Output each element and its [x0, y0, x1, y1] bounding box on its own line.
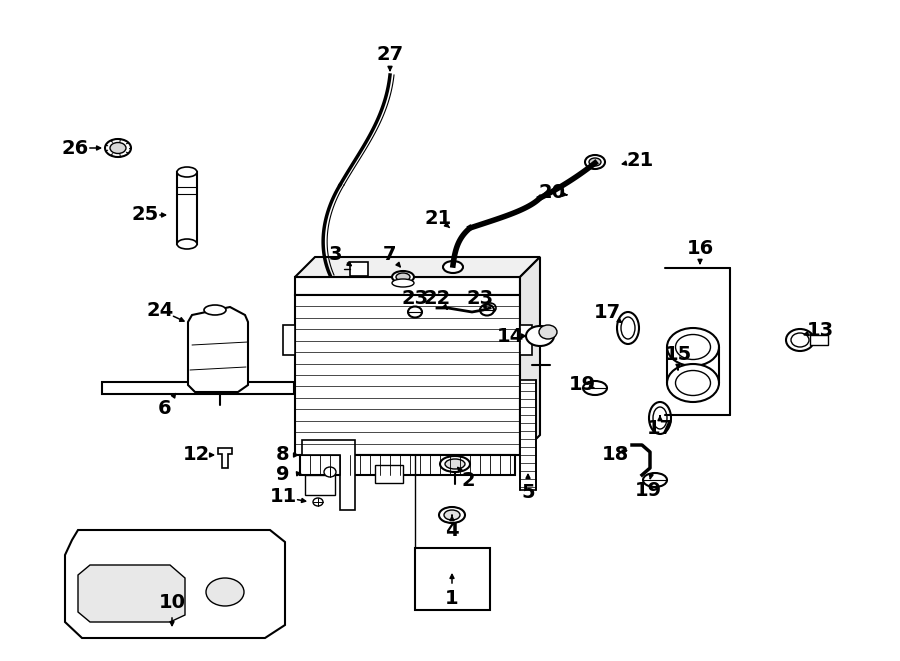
Text: 5: 5: [521, 483, 535, 502]
Text: 22: 22: [423, 288, 451, 307]
Text: 14: 14: [497, 327, 524, 346]
Text: 12: 12: [183, 446, 210, 465]
Text: 17: 17: [646, 418, 673, 438]
Polygon shape: [65, 530, 285, 638]
Ellipse shape: [443, 261, 463, 273]
Ellipse shape: [313, 498, 323, 506]
Ellipse shape: [653, 407, 667, 429]
Polygon shape: [295, 257, 540, 277]
Ellipse shape: [110, 143, 126, 153]
Bar: [415, 548, 490, 610]
Ellipse shape: [440, 456, 470, 472]
Polygon shape: [302, 440, 355, 510]
Text: 15: 15: [664, 346, 691, 364]
Ellipse shape: [177, 239, 197, 249]
Bar: [300, 455, 515, 475]
Ellipse shape: [439, 507, 465, 523]
Text: 24: 24: [147, 301, 174, 319]
Ellipse shape: [526, 326, 554, 346]
Ellipse shape: [206, 578, 244, 606]
Text: 4: 4: [446, 520, 459, 539]
Text: 8: 8: [276, 446, 290, 465]
Text: 26: 26: [61, 139, 88, 157]
Text: 27: 27: [376, 46, 403, 65]
Bar: [520, 380, 536, 490]
Text: 23: 23: [401, 288, 428, 307]
Text: 2: 2: [461, 471, 475, 490]
Bar: [350, 262, 368, 276]
Bar: [295, 277, 520, 295]
Bar: [295, 295, 520, 455]
Text: 19: 19: [634, 481, 662, 500]
Text: 19: 19: [569, 375, 596, 395]
Ellipse shape: [484, 303, 496, 313]
Ellipse shape: [643, 473, 667, 487]
Bar: [283, 325, 295, 355]
Ellipse shape: [444, 510, 460, 520]
Text: 9: 9: [276, 465, 290, 485]
Text: 23: 23: [466, 288, 493, 307]
Bar: [177, 172, 197, 244]
Ellipse shape: [676, 371, 710, 395]
Ellipse shape: [392, 279, 414, 287]
Ellipse shape: [396, 273, 410, 281]
Ellipse shape: [786, 329, 814, 351]
Polygon shape: [78, 565, 185, 622]
Bar: [520, 325, 532, 355]
Ellipse shape: [445, 459, 465, 469]
Polygon shape: [520, 257, 540, 455]
Bar: [810, 335, 828, 345]
Ellipse shape: [621, 317, 635, 339]
Ellipse shape: [392, 271, 414, 283]
Text: 20: 20: [538, 184, 565, 202]
Polygon shape: [188, 307, 248, 392]
Text: 21: 21: [425, 208, 452, 227]
Text: 6: 6: [158, 399, 172, 418]
Text: 17: 17: [593, 303, 621, 321]
Ellipse shape: [676, 334, 710, 360]
Text: 13: 13: [806, 321, 833, 340]
Text: 18: 18: [601, 446, 628, 465]
Ellipse shape: [539, 325, 557, 339]
Ellipse shape: [105, 139, 131, 157]
Ellipse shape: [408, 307, 422, 317]
Ellipse shape: [667, 328, 719, 366]
Text: 7: 7: [383, 245, 397, 264]
Text: 16: 16: [687, 239, 714, 258]
Ellipse shape: [204, 305, 226, 315]
Bar: [305, 475, 335, 495]
Text: 3: 3: [328, 245, 342, 264]
Ellipse shape: [791, 333, 809, 347]
Ellipse shape: [585, 155, 605, 169]
Ellipse shape: [617, 312, 639, 344]
Text: 11: 11: [269, 488, 297, 506]
Ellipse shape: [667, 364, 719, 402]
Text: 1: 1: [446, 588, 459, 607]
Ellipse shape: [480, 305, 494, 315]
Ellipse shape: [589, 158, 601, 166]
Ellipse shape: [324, 467, 336, 477]
Text: 25: 25: [131, 206, 158, 225]
Ellipse shape: [177, 167, 197, 177]
Text: 21: 21: [626, 151, 653, 169]
Ellipse shape: [583, 381, 607, 395]
Bar: [102, 382, 294, 394]
Bar: [375, 465, 403, 483]
Ellipse shape: [649, 402, 671, 434]
Polygon shape: [218, 448, 232, 468]
Text: 10: 10: [158, 594, 185, 613]
